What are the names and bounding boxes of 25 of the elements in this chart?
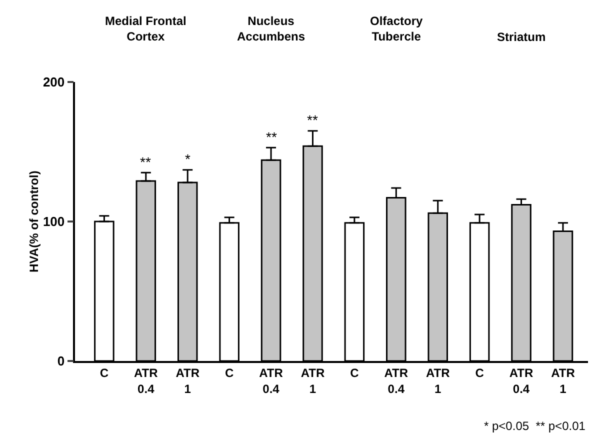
x-tick-label: ATR 1 [300,366,325,396]
text: Nucleus Accumbens [237,14,306,44]
x-tick-label: C [475,366,484,380]
x-tick-label: ATR 1 [176,366,200,396]
text: * p<0.05 ** p<0.01 [484,419,586,433]
x-tick-label: ATR 1 [551,366,576,396]
x-tick-label: ATR 0.4 [134,366,158,396]
text: Medial Frontal Cortex [105,14,186,44]
data-label: * [185,151,191,167]
text: Olfactory Tubercle [370,14,424,44]
data-label: ** [140,154,152,170]
x-tick-label: ATR 0.4 [259,366,284,396]
text: Striatum [497,30,546,44]
y-tick-label: 100 [42,214,65,230]
y-tick-label: 200 [42,74,65,90]
x-tick-label: C [350,366,360,380]
x-tick-label: ATR 1 [426,366,450,396]
y-axis-title: HVA(% of control) [26,170,41,272]
x-tick-label: ATR 0.4 [384,366,408,396]
x-tick-label: C [224,366,234,380]
data-label: ** [266,129,278,145]
x-tick-label: C [100,366,109,380]
data-label: ** [307,112,318,128]
x-tick-label: ATR 0.4 [509,366,534,396]
y-tick-label: 0 [57,354,65,369]
